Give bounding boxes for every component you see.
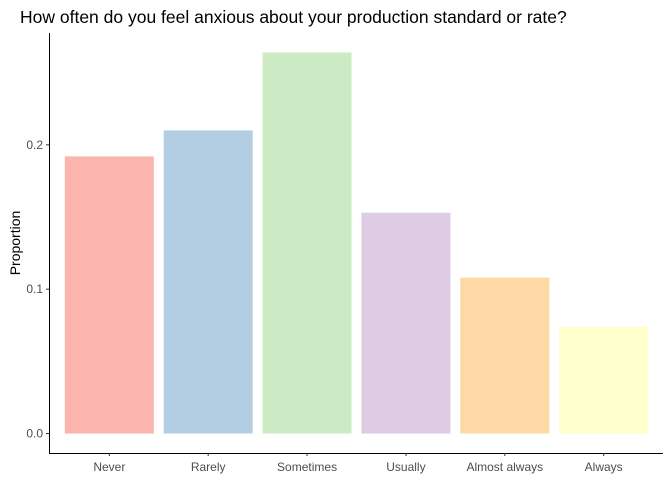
- y-axis-ticks: 0.0 0.1 0.2: [26, 138, 49, 441]
- x-tick-label: Always: [585, 460, 623, 474]
- bar-never: [64, 156, 154, 434]
- bar-rarely: [163, 130, 253, 434]
- y-tick-label: 0.1: [26, 282, 43, 296]
- y-tick-label: 0.2: [26, 138, 43, 152]
- x-axis-ticks: Never Rarely Sometimes Usually Almost always…: [93, 453, 623, 474]
- bars: [64, 52, 649, 434]
- x-tick-label: Never: [93, 460, 125, 474]
- bar-usually: [361, 212, 451, 434]
- y-tick-label: 0.0: [26, 427, 43, 441]
- bar-sometimes: [262, 52, 352, 434]
- x-tick-label: Sometimes: [277, 460, 337, 474]
- bar-almost-always: [460, 277, 550, 434]
- x-tick-label: Rarely: [191, 460, 226, 474]
- y-axis-title: Proportion: [7, 211, 23, 276]
- chart-title: How often do you feel anxious about your…: [20, 7, 567, 27]
- bar-always: [559, 326, 649, 434]
- x-tick-label: Usually: [386, 460, 425, 474]
- x-tick-label: Almost always: [466, 460, 543, 474]
